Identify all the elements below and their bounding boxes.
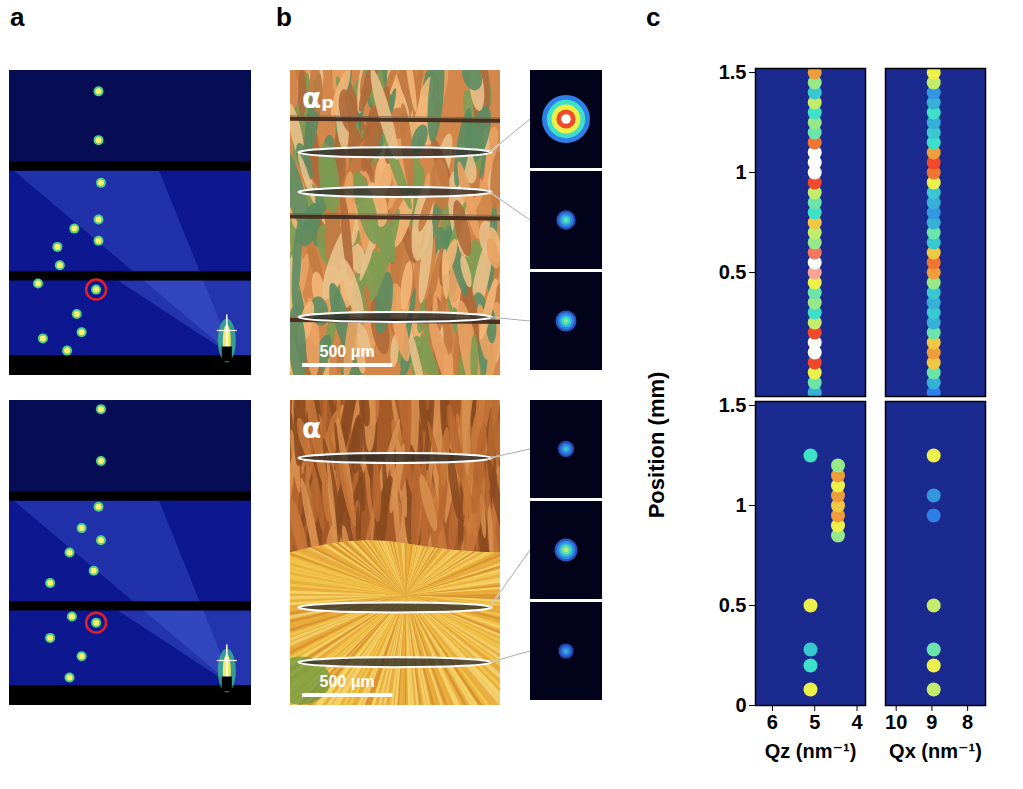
html-text:a: a <box>10 2 25 32</box>
svg-text:1: 1 <box>735 161 746 183</box>
html-text:b: b <box>276 2 292 32</box>
svg-text:0.5: 0.5 <box>719 261 747 283</box>
svg-text:1: 1 <box>735 494 746 516</box>
html-text:c: c <box>646 2 661 32</box>
svg-text:0.5: 0.5 <box>719 594 747 616</box>
svg-text:Position (mm): Position (mm) <box>644 372 669 519</box>
svg-text:4: 4 <box>851 711 863 733</box>
svg-text:6: 6 <box>767 711 778 733</box>
svg-text:8: 8 <box>962 711 973 733</box>
svg-text:Qx (nm⁻¹): Qx (nm⁻¹) <box>889 740 982 762</box>
svg-text:αₚ: αₚ <box>302 82 335 115</box>
svg-text:α: α <box>302 412 321 445</box>
svg-text:10: 10 <box>885 711 907 733</box>
svg-text:1.5: 1.5 <box>719 61 747 83</box>
svg-text:500 μm: 500 μm <box>320 343 375 360</box>
svg-text:0: 0 <box>735 694 746 716</box>
svg-text:5: 5 <box>809 711 820 733</box>
svg-text:9: 9 <box>926 711 937 733</box>
svg-text:Qz (nm⁻¹): Qz (nm⁻¹) <box>765 740 857 762</box>
svg-text:500 μm: 500 μm <box>320 673 375 690</box>
svg-text:1.5: 1.5 <box>719 394 747 416</box>
